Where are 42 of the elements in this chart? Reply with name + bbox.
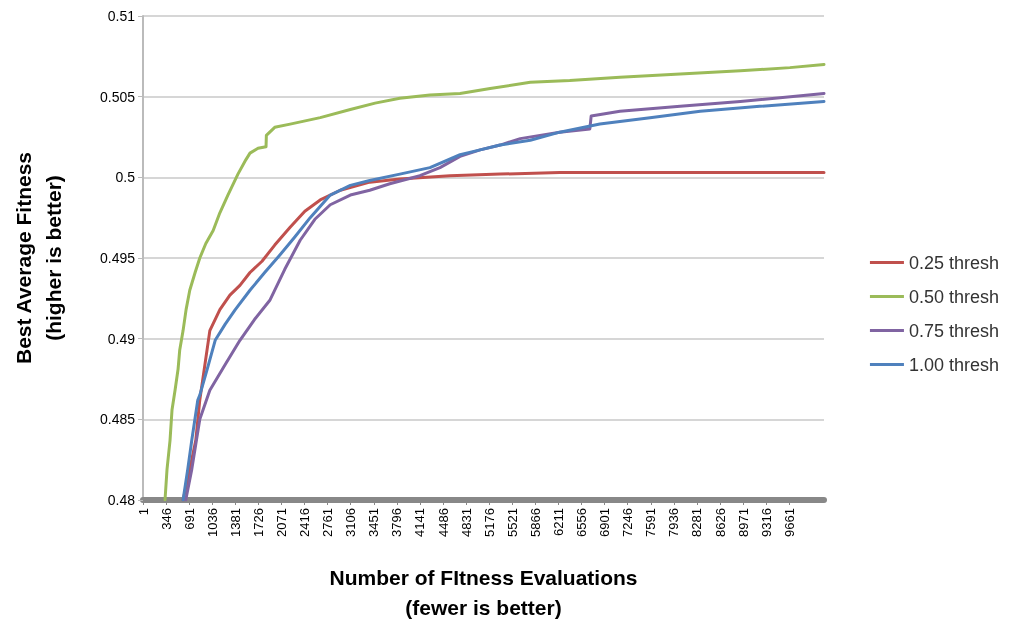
- x-tick-label: 9316: [758, 508, 774, 537]
- x-tick-label: 2761: [320, 508, 336, 537]
- x-tick-label: 1036: [204, 508, 220, 537]
- y-tick-label: 0.505: [99, 88, 136, 105]
- x-tick-label: 6211: [550, 508, 566, 536]
- y-tick-label: 0.49: [107, 330, 136, 347]
- x-tick-label: 1726: [250, 508, 266, 537]
- x-tick-label: 7246: [620, 508, 636, 537]
- y-tick-label: 0.51: [107, 8, 136, 24]
- y-tick-label: 0.485: [99, 411, 136, 428]
- x-tick-label: 346: [158, 508, 174, 530]
- x-tick-label: 7591: [643, 508, 659, 537]
- x-tick-label: 8626: [712, 508, 728, 537]
- y-tick-label: 0.495: [99, 250, 136, 266]
- legend-label: 1.00 thresh: [908, 354, 999, 375]
- x-tick-label: 4486: [435, 508, 451, 537]
- x-tick-label: 6901: [597, 508, 613, 537]
- x-tick-label: 5866: [527, 508, 543, 537]
- x-tick-label: 2416: [297, 508, 313, 537]
- legend-label: 0.25 thresh: [908, 252, 999, 273]
- x-tick-label: 6556: [574, 508, 590, 537]
- x-tick-label: 1381: [227, 508, 243, 537]
- x-tick-label: 8971: [735, 508, 751, 537]
- x-tick-label: 4831: [458, 508, 474, 537]
- x-axis-title: Number of FItness Evaluations (fewer is better): [329, 565, 638, 619]
- x-tick-label: 5521: [504, 508, 520, 537]
- x-tick-label: 5176: [481, 508, 497, 537]
- y-tick-label: 0.5: [115, 169, 136, 186]
- x-tick-label: 691: [181, 508, 197, 530]
- x-tick-label: 3451: [366, 508, 382, 537]
- x-tick-label: 9661: [781, 508, 797, 537]
- x-tick-label: 7936: [666, 508, 682, 537]
- x-tick-label: 3796: [389, 508, 405, 537]
- y-axis-title: Best Average Fitness (higher is better): [11, 151, 65, 365]
- x-tick-label: 8281: [689, 508, 705, 537]
- y-tick-label: 0.48: [107, 492, 136, 508]
- x-tick-label: 4141: [412, 508, 428, 537]
- legend-label: 0.75 thresh: [908, 320, 999, 341]
- x-tick-label: 2071: [273, 508, 289, 537]
- x-tick-label: 1: [135, 508, 151, 516]
- x-tick-label: 3106: [343, 508, 359, 537]
- legend-label: 0.50 thresh: [908, 286, 999, 307]
